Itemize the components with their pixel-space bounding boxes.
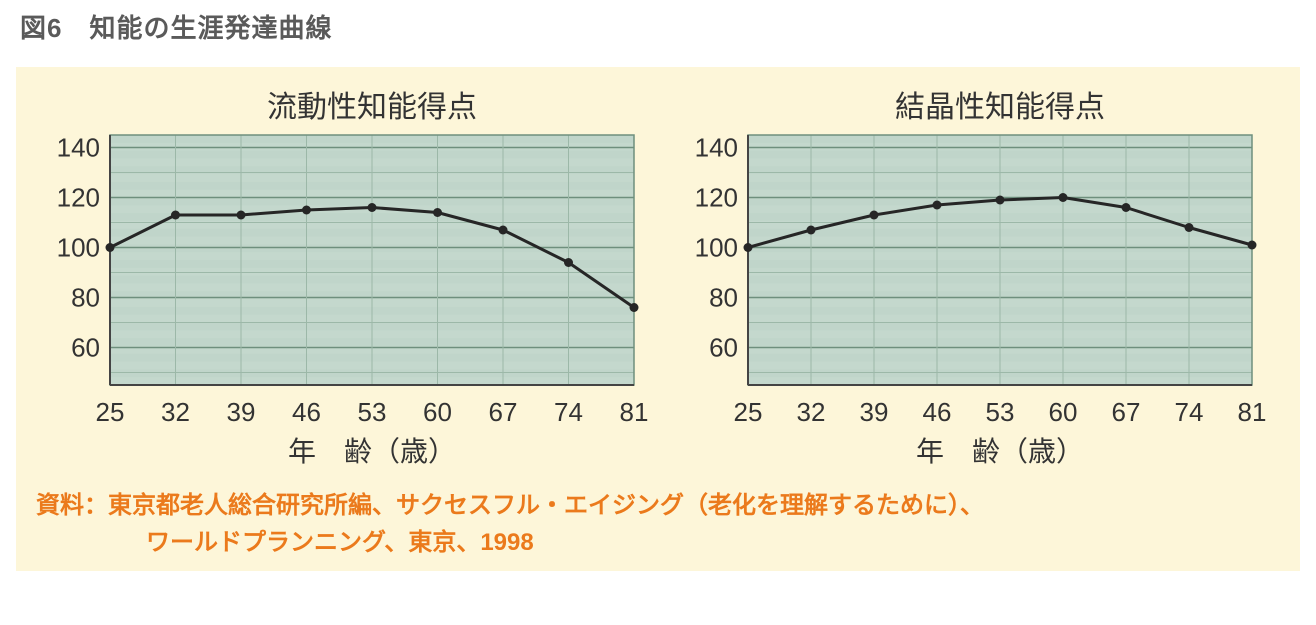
svg-text:80: 80 — [709, 283, 738, 313]
svg-text:46: 46 — [292, 397, 321, 427]
svg-text:60: 60 — [423, 397, 452, 427]
source-line-2: ワールドプランニング、東京、1998 — [36, 524, 1286, 561]
chart-svg-crystallized: 60 80 100 120 140 25 32 39 46 53 60 67 74 81 年 齢（歳） 結晶性… — [668, 79, 1268, 479]
svg-text:100: 100 — [695, 233, 738, 263]
chart-panel: 60 80 100 120 140 25 32 39 46 53 60 67 74 81 年 齢（歳） 流動性… — [16, 67, 1300, 571]
svg-text:67: 67 — [489, 397, 518, 427]
svg-text:39: 39 — [227, 397, 256, 427]
svg-text:53: 53 — [986, 397, 1015, 427]
chart-fluid: 60 80 100 120 140 25 32 39 46 53 60 67 74 81 年 齢（歳） 流動性… — [30, 79, 650, 479]
svg-text:53: 53 — [358, 397, 387, 427]
svg-text:74: 74 — [554, 397, 583, 427]
page: 図6 知能の生涯発達曲線 60 80 100 120 140 25 32 39 46 53 60 67… — [0, 0, 1316, 625]
svg-text:80: 80 — [71, 283, 100, 313]
svg-text:25: 25 — [96, 397, 125, 427]
svg-text:結晶性知能得点: 結晶性知能得点 — [895, 91, 1105, 124]
svg-text:39: 39 — [860, 397, 889, 427]
svg-text:年 齢（歳）: 年 齢（歳） — [288, 436, 456, 467]
svg-text:100: 100 — [57, 233, 100, 263]
source-citation: 資料：東京都老人総合研究所編、サクセスフル・エイジング（老化を理解するために）、… — [30, 487, 1286, 561]
svg-text:120: 120 — [57, 183, 100, 213]
charts-row: 60 80 100 120 140 25 32 39 46 53 60 67 74 81 年 齢（歳） 流動性… — [30, 79, 1286, 479]
chart-crystallized: 60 80 100 120 140 25 32 39 46 53 60 67 74 81 年 齢（歳） 結晶性… — [668, 79, 1268, 479]
svg-text:25: 25 — [734, 397, 763, 427]
svg-text:60: 60 — [71, 333, 100, 363]
svg-text:74: 74 — [1175, 397, 1204, 427]
svg-text:140: 140 — [57, 133, 100, 163]
source-line-1: 資料：東京都老人総合研究所編、サクセスフル・エイジング（老化を理解するために）、 — [36, 487, 1286, 524]
svg-text:140: 140 — [695, 133, 738, 163]
svg-text:32: 32 — [797, 397, 826, 427]
svg-text:流動性知能得点: 流動性知能得点 — [267, 91, 477, 124]
svg-text:81: 81 — [620, 397, 649, 427]
svg-text:46: 46 — [923, 397, 952, 427]
svg-text:32: 32 — [161, 397, 190, 427]
svg-text:81: 81 — [1238, 397, 1267, 427]
svg-text:67: 67 — [1112, 397, 1141, 427]
figure-title: 図6 知能の生涯発達曲線 — [20, 8, 1300, 45]
svg-text:120: 120 — [695, 183, 738, 213]
svg-text:60: 60 — [709, 333, 738, 363]
chart-svg-fluid: 60 80 100 120 140 25 32 39 46 53 60 67 74 81 年 齢（歳） 流動性… — [30, 79, 650, 479]
svg-text:年 齢（歳）: 年 齢（歳） — [916, 436, 1084, 467]
svg-text:60: 60 — [1049, 397, 1078, 427]
